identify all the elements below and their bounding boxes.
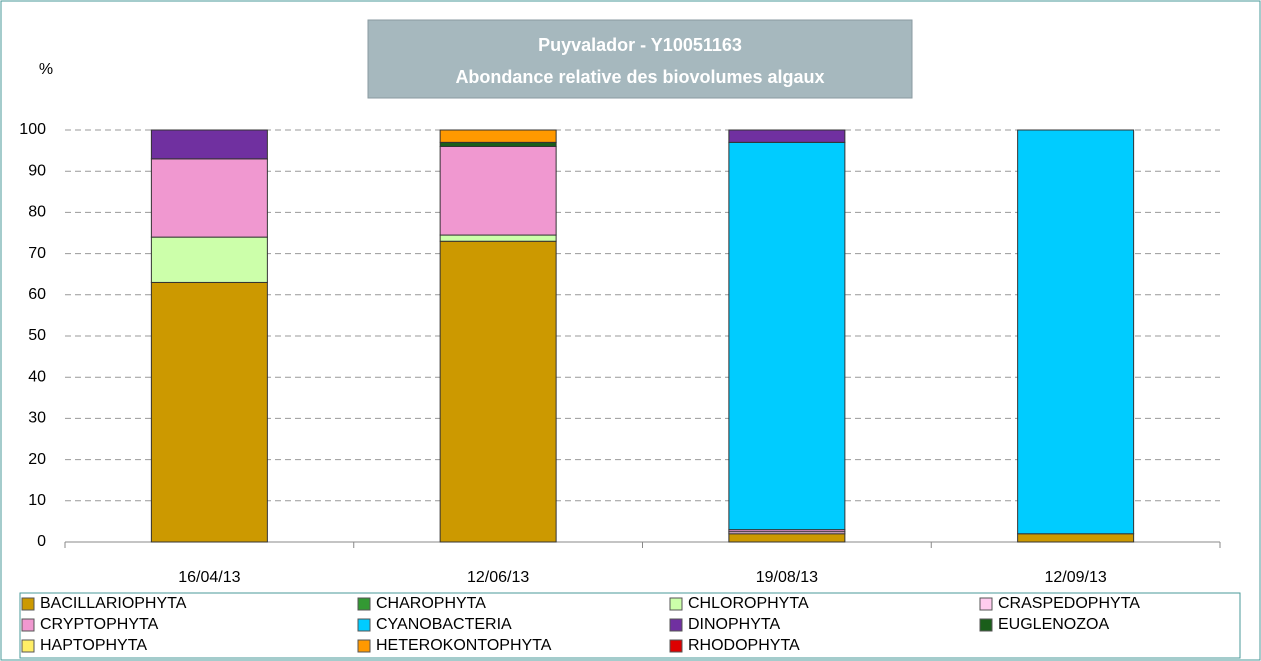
y-tick-label: 0 (37, 533, 46, 550)
bar-segment (439, 141, 557, 147)
bar-segment (150, 281, 268, 543)
y-tick-label: 70 (28, 245, 46, 262)
legend-swatch (669, 618, 683, 632)
legend-label: CRYPTOPHYTA (40, 616, 159, 633)
legend-swatch (669, 639, 683, 653)
bar-segment (439, 145, 557, 236)
legend-label: RHODOPHYTA (688, 637, 800, 654)
bar-segment (150, 129, 268, 160)
y-axis-label: % (39, 61, 53, 78)
y-tick-label: 10 (28, 492, 46, 509)
legend-swatch (21, 597, 35, 611)
chart-title: Puyvalador - Y10051163 (538, 35, 742, 55)
bar-segment (150, 236, 268, 283)
legend-swatch (979, 597, 993, 611)
legend-box (19, 592, 1241, 659)
legend-swatch (669, 597, 683, 611)
legend-label: CYANOBACTERIA (376, 616, 512, 633)
bar-segment (728, 533, 846, 543)
legend-swatch (357, 639, 371, 653)
bar-segment (728, 141, 846, 531)
y-tick-label: 90 (28, 162, 46, 179)
legend-swatch (21, 639, 35, 653)
x-tick-label: 16/04/13 (178, 569, 240, 586)
legend-label: DINOPHYTA (688, 616, 780, 633)
legend-label: CRASPEDOPHYTA (998, 595, 1140, 612)
title-box (367, 19, 913, 99)
y-tick-label: 50 (28, 327, 46, 344)
bar-segment (439, 234, 557, 242)
bar-segment (439, 129, 557, 143)
legend-swatch (357, 597, 371, 611)
chart-subtitle: Abondance relative des biovolumes algaux (455, 67, 824, 87)
bar-segment (1017, 129, 1135, 535)
x-tick-label: 12/06/13 (467, 569, 529, 586)
legend-label: CHAROPHYTA (376, 595, 486, 612)
x-tick-label: 19/08/13 (756, 569, 818, 586)
legend-swatch (357, 618, 371, 632)
legend-label: HETEROKONTOPHYTA (376, 637, 552, 654)
legend-label: BACILLARIOPHYTA (40, 595, 187, 612)
legend-label: CHLOROPHYTA (688, 595, 809, 612)
legend-label: HAPTOPHYTA (40, 637, 147, 654)
y-tick-label: 80 (28, 204, 46, 221)
legend-swatch (21, 618, 35, 632)
bar-segment (439, 240, 557, 543)
legend-label: EUGLENOZOA (998, 616, 1109, 633)
legend-swatch (979, 618, 993, 632)
y-tick-label: 20 (28, 451, 46, 468)
bar-segment (728, 129, 846, 143)
x-tick-label: 12/09/13 (1044, 569, 1106, 586)
y-tick-label: 40 (28, 368, 46, 385)
bar-segment (150, 158, 268, 238)
y-tick-label: 30 (28, 410, 46, 427)
y-tick-label: 60 (28, 286, 46, 303)
y-tick-label: 100 (19, 121, 46, 138)
bar-segment (1017, 533, 1135, 543)
